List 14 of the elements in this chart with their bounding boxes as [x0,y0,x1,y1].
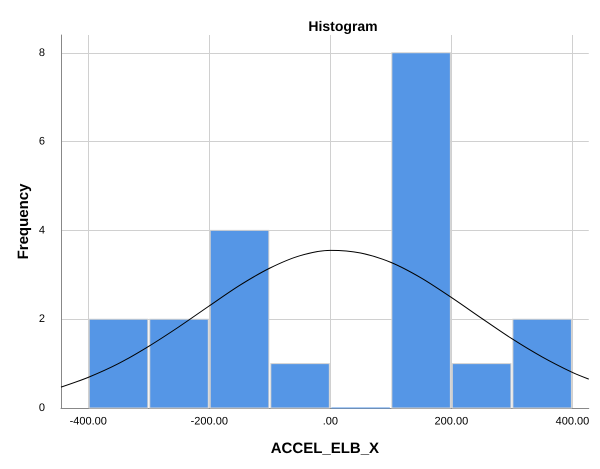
x-tick-label: -200.00 [190,416,228,428]
y-tick-label: 6 [38,136,45,148]
x-tick-label: 400.00 [556,416,590,428]
y-tick-label: 2 [38,313,45,326]
x-tick-label: .00 [322,416,338,428]
y-tick-label: 0 [38,402,45,414]
line-series [60,250,590,388]
y-tick-label: 4 [38,224,45,236]
y-axis-title: Frequency [15,182,32,260]
chart-title: Histogram [308,18,378,34]
x-tick-label: 200.00 [434,416,468,428]
x-tick-label: -400.00 [70,416,107,428]
x-axis-title: ACCEL_ELB_X [270,440,380,457]
y-tick-label: 8 [38,46,45,59]
